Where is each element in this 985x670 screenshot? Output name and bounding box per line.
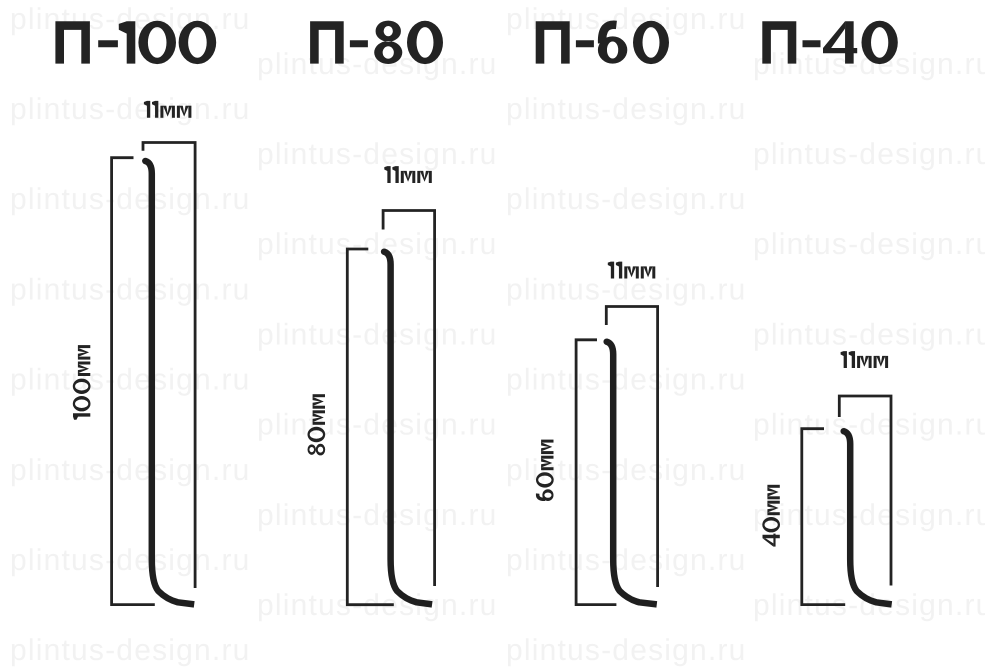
svg-text:plintus-design.ru: plintus-design.ru	[506, 544, 747, 577]
svg-text:plintus-design.ru: plintus-design.ru	[506, 273, 747, 306]
svg-text:plintus-design.ru: plintus-design.ru	[257, 499, 498, 532]
svg-text:plintus-design.ru: plintus-design.ru	[10, 634, 251, 667]
svg-text:plintus-design.ru: plintus-design.ru	[10, 93, 251, 126]
svg-text:plintus-design.ru: plintus-design.ru	[506, 634, 747, 667]
svg-text:plintus-design.ru: plintus-design.ru	[506, 183, 747, 216]
svg-text:plintus-design.ru: plintus-design.ru	[10, 364, 251, 397]
svg-text:plintus-design.ru: plintus-design.ru	[753, 409, 985, 442]
svg-text:plintus-design.ru: plintus-design.ru	[10, 454, 251, 487]
svg-text:plintus-design.ru: plintus-design.ru	[257, 409, 498, 442]
svg-text:plintus-design.ru: plintus-design.ru	[506, 93, 747, 126]
svg-text:plintus-design.ru: plintus-design.ru	[753, 318, 985, 351]
svg-text:plintus-design.ru: plintus-design.ru	[506, 3, 747, 36]
svg-text:plintus-design.ru: plintus-design.ru	[753, 499, 985, 532]
svg-text:plintus-design.ru: plintus-design.ru	[506, 364, 747, 397]
svg-text:plintus-design.ru: plintus-design.ru	[257, 138, 498, 171]
svg-text:plintus-design.ru: plintus-design.ru	[10, 273, 251, 306]
svg-text:plintus-design.ru: plintus-design.ru	[257, 318, 498, 351]
svg-text:plintus-design.ru: plintus-design.ru	[10, 183, 251, 216]
svg-text:plintus-design.ru: plintus-design.ru	[10, 544, 251, 577]
svg-text:plintus-design.ru: plintus-design.ru	[753, 228, 985, 261]
svg-text:plintus-design.ru: plintus-design.ru	[753, 589, 985, 622]
svg-text:plintus-design.ru: plintus-design.ru	[257, 228, 498, 261]
svg-text:plintus-design.ru: plintus-design.ru	[753, 138, 985, 171]
svg-text:plintus-design.ru: plintus-design.ru	[506, 454, 747, 487]
